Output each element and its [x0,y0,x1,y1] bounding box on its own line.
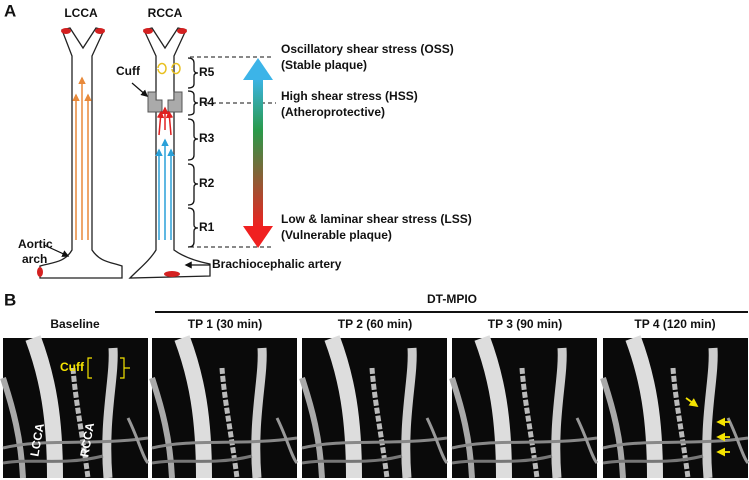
region-label: R5 [199,65,215,79]
rcca-drawing [128,27,211,279]
region-brackets [187,56,276,248]
zone-subtitle: (Vulnerable plaque) [281,228,392,242]
mri-image [603,338,748,478]
zone-subtitle: (Atheroprotective) [281,105,385,119]
region-label: R3 [199,131,215,145]
group-label: DT-MPIO [427,292,477,306]
image-vessel-label: RCCA [77,421,97,458]
zone-title: High shear stress (HSS) [281,89,418,103]
shear-gradient-arrow [243,58,273,248]
panel-label: B [4,290,16,309]
zone-title: Low & laminar shear stress (LSS) [281,212,472,226]
cuff-label: Cuff [116,64,141,78]
aortic-arch-label: arch [22,252,47,266]
mri-image [3,338,148,478]
aortic-arch-label: Aortic [18,237,53,251]
zone-title: Oscillatory shear stress (OSS) [281,42,454,56]
cuff-bracket [87,357,130,379]
pointer [43,244,70,257]
panel-label: A [4,1,16,20]
region-label: R1 [199,220,215,234]
image-vessel-label: LCCA [27,422,47,458]
timepoint-label: Baseline [50,317,100,331]
region-label: R2 [199,176,215,190]
timepoint-label: TP 4 (120 min) [634,317,715,331]
mri-image [452,338,597,478]
image-cuff-label: Cuff [60,360,85,374]
yellow-arrows [685,397,730,457]
region-label: R4 [199,95,215,109]
vessel-label: RCCA [148,6,183,20]
mri-image [302,338,447,478]
timepoint-label: TP 1 (30 min) [188,317,262,331]
mri-image [152,338,297,478]
vessel-label: LCCA [64,6,98,20]
timepoint-label: TP 3 (90 min) [488,317,562,331]
brachiocephalic-label: Brachiocephalic artery [212,257,342,271]
timepoint-label: TP 2 (60 min) [338,317,412,331]
zone-subtitle: (Stable plaque) [281,58,367,72]
lcca-drawing [37,27,123,279]
